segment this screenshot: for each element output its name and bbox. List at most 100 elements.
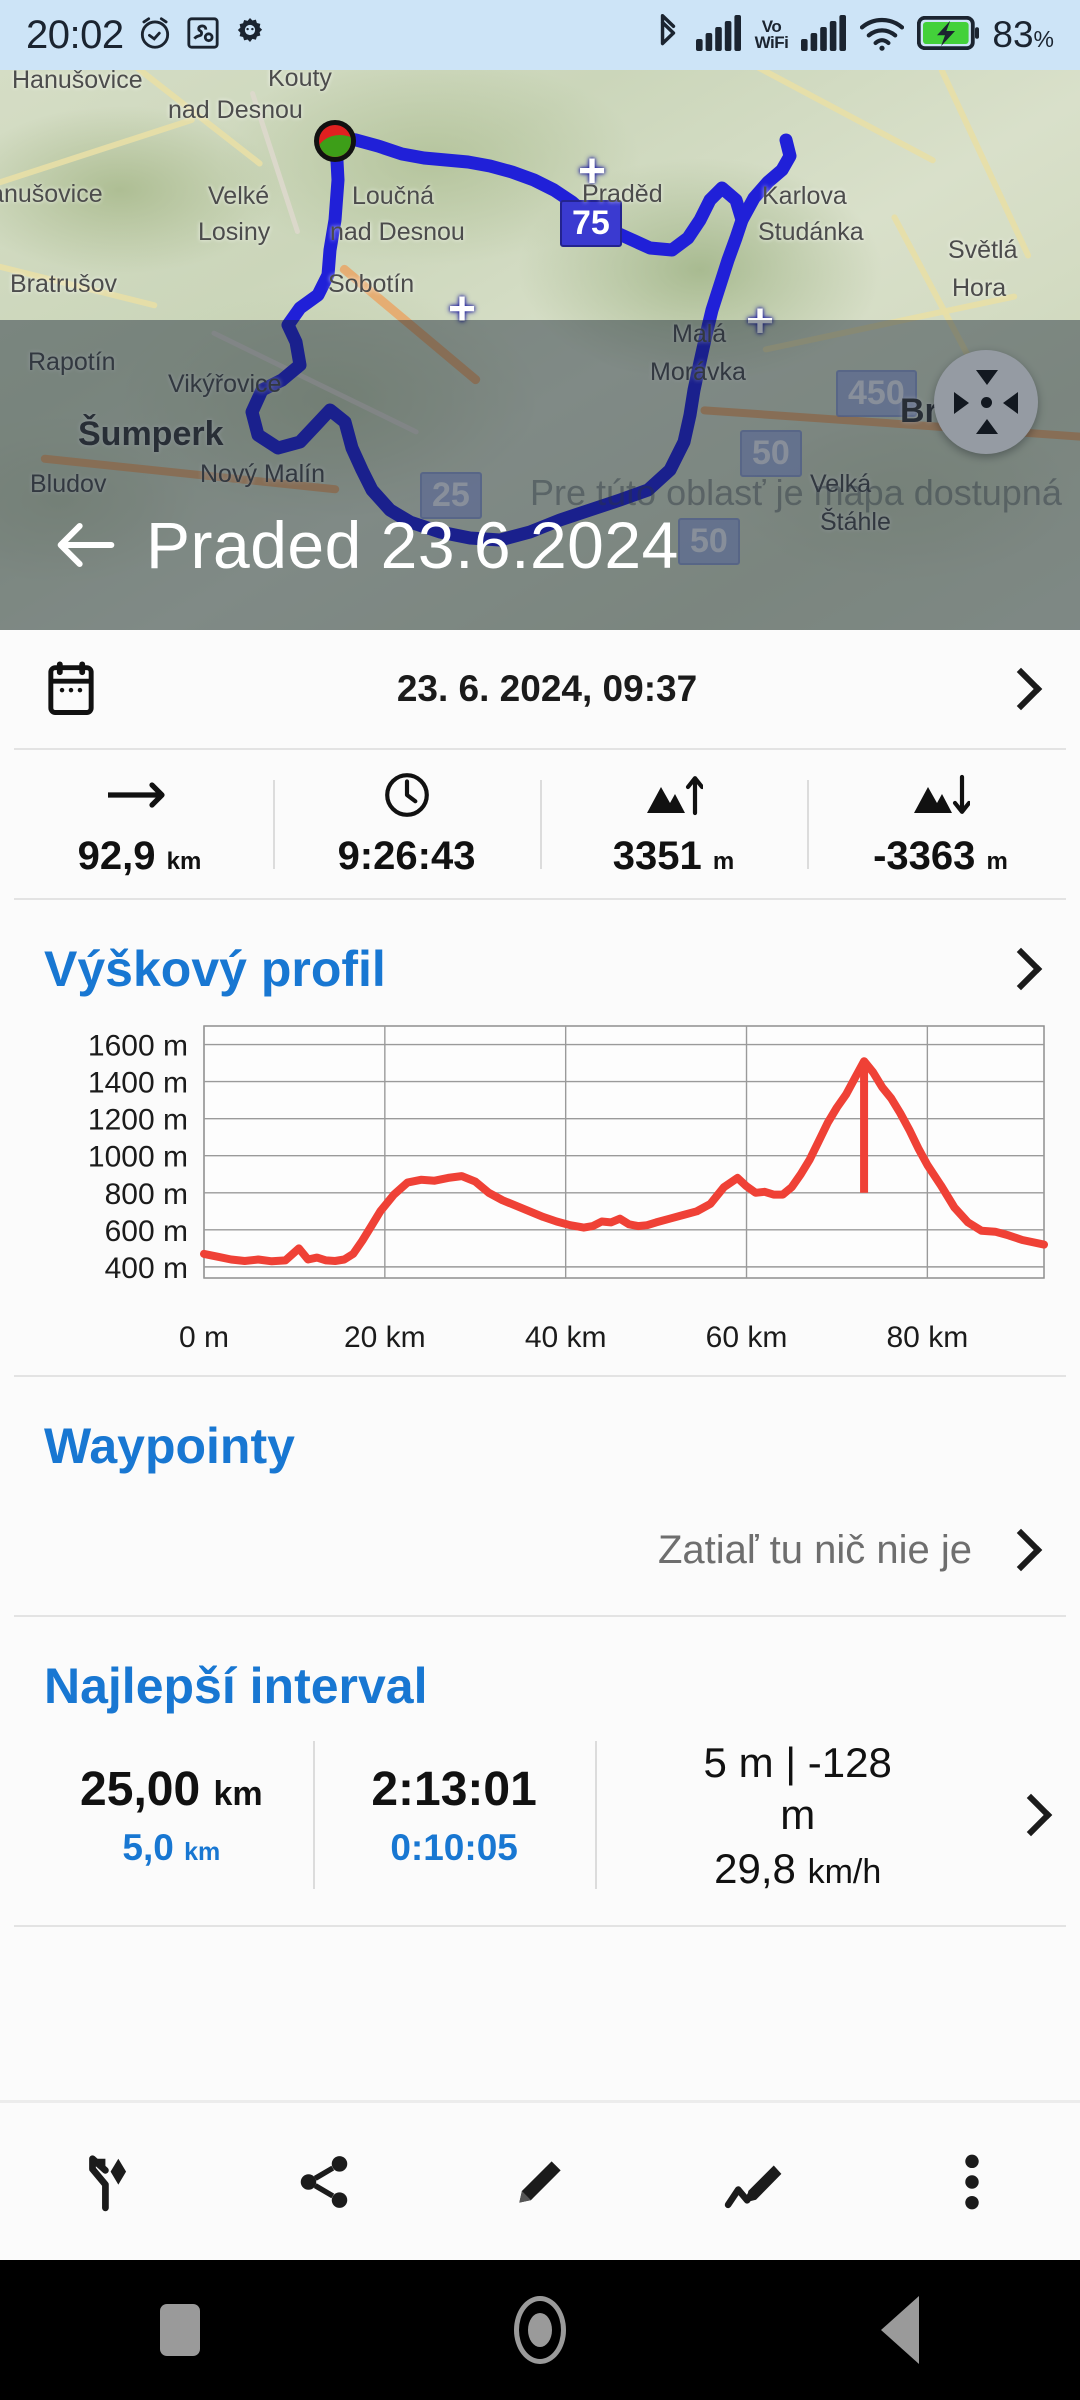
stat-ascent: 3351 m <box>540 770 807 879</box>
interval-elevation-value: 5 m | -128 m <box>703 1739 892 1838</box>
interval-speed-value: 29,8 km/h <box>714 1845 882 1892</box>
share-icon[interactable] <box>216 2102 432 2262</box>
edit-track-icon[interactable] <box>648 2102 864 2262</box>
section-title-waypoints: Waypointy <box>44 1418 295 1474</box>
distance-arrow-icon <box>107 770 172 820</box>
page-title: Praded 23.6.2024 <box>146 508 679 582</box>
map-label: Praděd <box>582 180 663 208</box>
interval-time-sub: 0:10:05 <box>390 1826 518 1868</box>
map-cross-marker: + <box>578 145 607 198</box>
calendar-icon <box>44 661 98 717</box>
battery-charging-icon <box>917 15 980 55</box>
status-bar: 20:02 Vo WiFi <box>0 0 1080 70</box>
interval-time: 2:13:01 0:10:05 <box>312 1735 596 1895</box>
map-label: Malá <box>672 320 727 348</box>
divider <box>14 1375 1066 1377</box>
signal-icon <box>695 14 742 56</box>
date-row[interactable]: 23. 6. 2024, 09:37 <box>0 630 1080 748</box>
title-bar: Praded 23.6.2024 <box>0 460 1080 630</box>
track-start-marker <box>314 120 356 162</box>
best-interval-row[interactable]: 25,00 km 5,0 km 2:13:01 0:10:05 5 m | -1… <box>0 1725 1080 1925</box>
map-preview[interactable]: 75 450 50 25 50 + + + Hanušovice Kouty n… <box>0 70 1080 630</box>
back-button[interactable] <box>830 2260 970 2400</box>
elevation-y-tick: 400 m <box>105 1252 188 1285</box>
elevation-x-tick: 80 km <box>886 1321 969 1354</box>
map-label: Loučná <box>352 182 435 210</box>
fullscreen-collapse-icon[interactable] <box>934 350 1038 454</box>
stat-distance-value: 92,9 km <box>77 833 202 878</box>
elevation-profile-line <box>200 1057 1048 1266</box>
divider <box>14 1925 1066 1927</box>
stat-descent: -3363 m <box>807 770 1074 879</box>
map-label: Sobotín <box>328 270 415 298</box>
puzzle-icon <box>186 16 220 55</box>
gear-icon <box>232 15 268 56</box>
map-label: Morávka <box>650 358 746 386</box>
map-shield-25: 25 <box>420 472 482 519</box>
elevation-section-header[interactable]: Výškový profil <box>0 900 1080 1008</box>
map-label: nad Desnou <box>168 96 303 124</box>
map-label: Kouty <box>268 70 332 92</box>
map-label: Velké <box>208 182 270 210</box>
clock-icon <box>382 770 432 820</box>
elevation-x-tick: 20 km <box>343 1321 426 1354</box>
elevation-y-tick: 1400 m <box>88 1067 188 1100</box>
chevron-right-icon[interactable] <box>999 947 1043 991</box>
navigate-icon[interactable] <box>0 2102 216 2262</box>
home-button[interactable] <box>470 2260 610 2400</box>
interval-distance: 25,00 km 5,0 km <box>30 1735 313 1895</box>
stat-descent-value: -3363 m <box>873 833 1008 878</box>
elevation-chart-svg: 400 m 600 m 800 m 1000 m 1200 m 1400 m 1600 m <box>88 1025 1048 1285</box>
wifi-icon <box>860 15 905 56</box>
more-vert-icon[interactable] <box>864 2102 1080 2262</box>
map-label: nad Desnou <box>330 218 465 246</box>
waypoints-section-header: Waypointy <box>0 1377 1080 1485</box>
elevation-x-tick: 40 km <box>524 1321 607 1354</box>
recents-button[interactable] <box>110 2260 250 2400</box>
elevation-chart[interactable]: 400 m 600 m 800 m 1000 m 1200 m 1400 m 1600 m … <box>0 1008 1080 1375</box>
divider <box>14 1615 1066 1617</box>
map-shield-75: 75 <box>560 200 622 247</box>
bluetooth-icon <box>653 13 683 58</box>
back-arrow-icon[interactable] <box>48 507 124 583</box>
chevron-right-icon[interactable] <box>999 1528 1043 1572</box>
chevron-right-icon[interactable] <box>999 667 1043 711</box>
status-bar-right: Vo WiFi 83% <box>653 13 1054 58</box>
stat-duration-value: 9:26:43 <box>337 833 476 878</box>
divider <box>14 898 1066 900</box>
map-label: Bludov <box>30 470 107 498</box>
map-shield-50: 50 <box>740 430 802 477</box>
stat-distance: 92,9 km <box>6 770 273 879</box>
track-detail-content: 23. 6. 2024, 09:37 92,9 km 9:26:43 <box>0 630 1080 2100</box>
waypoints-empty-row[interactable]: Zatiaľ tu nič nie je <box>0 1485 1080 1615</box>
alarm-icon <box>136 14 174 57</box>
map-cross-marker: + <box>448 283 477 336</box>
bottom-toolbar <box>0 2100 1080 2260</box>
map-label: Světlá <box>948 236 1018 264</box>
elevation-y-tick: 800 m <box>105 1178 188 1211</box>
edit-icon[interactable] <box>432 2102 648 2262</box>
map-label: Rapotín <box>28 348 116 376</box>
map-label: Štáhle <box>820 508 891 536</box>
waypoints-empty-text: Zatiaľ tu nič nie je <box>657 1527 972 1572</box>
best-interval-section-header: Najlepší interval <box>0 1617 1080 1725</box>
stat-ascent-value: 3351 m <box>612 833 735 878</box>
map-label: Hora <box>952 274 1007 302</box>
map-tiles <box>0 70 1080 630</box>
map-dim-overlay <box>0 320 1080 630</box>
summary-stats-row: 92,9 km 9:26:43 3351 m -3363 m <box>0 750 1080 898</box>
section-title-elevation: Výškový profil <box>44 941 386 997</box>
stat-duration: 9:26:43 <box>273 770 540 879</box>
elevation-y-tick: 1600 m <box>88 1030 188 1063</box>
elevation-x-tick: 0 m <box>178 1321 230 1354</box>
chevron-right-icon[interactable] <box>1009 1793 1053 1837</box>
status-bar-left: 20:02 <box>26 13 268 58</box>
map-label: Hanušovice <box>0 180 103 208</box>
gps-track <box>245 131 797 547</box>
divider <box>14 748 1066 750</box>
map-label: Losiny <box>198 218 271 246</box>
map-label: Studánka <box>758 218 864 246</box>
map-label: Nový Malín <box>200 460 326 488</box>
elevation-chart-xaxis: 0 m 20 km 40 km 60 km 80 km <box>26 1315 1054 1375</box>
map-label: Šumperk <box>78 415 224 453</box>
